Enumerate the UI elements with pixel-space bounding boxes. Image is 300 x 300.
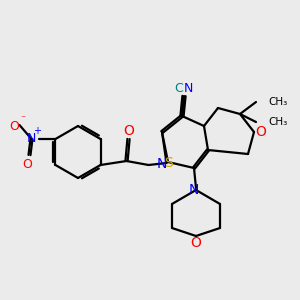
Text: O: O [256,125,266,139]
Text: O: O [190,236,201,250]
Text: ⁻: ⁻ [20,114,25,124]
Text: O: O [10,121,20,134]
Text: CH₃: CH₃ [268,97,287,107]
Text: CH₃: CH₃ [268,117,287,127]
Text: C: C [175,82,183,94]
Text: S: S [164,156,173,170]
Text: O: O [123,124,134,138]
Text: O: O [22,158,32,170]
Text: N: N [157,157,167,171]
Text: +: + [34,126,41,136]
Text: N: N [27,133,36,146]
Text: N: N [189,183,199,197]
Text: N: N [183,82,193,94]
